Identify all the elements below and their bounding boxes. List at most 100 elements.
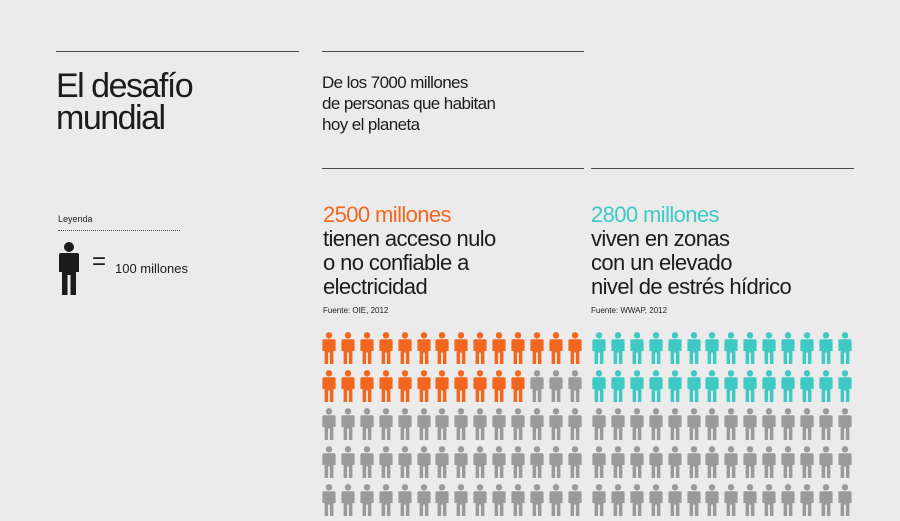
- person-icon-highlighted: [668, 370, 682, 407]
- person-icon: [398, 484, 412, 521]
- person-icon: [398, 446, 412, 483]
- mid-rule-middle: [322, 168, 584, 169]
- person-icon-highlighted: [705, 370, 719, 407]
- person-icon-highlighted: [743, 370, 757, 407]
- stat-water-source: Fuente: WWAP, 2012: [591, 306, 668, 315]
- person-icon-highlighted: [724, 370, 738, 407]
- stat-electricity-source: Fuente: OIE, 2012: [323, 306, 389, 315]
- person-icon: [549, 484, 563, 521]
- person-icon-highlighted: [630, 370, 644, 407]
- person-icon-highlighted: [379, 370, 393, 407]
- legend-value: 100 millones: [115, 261, 188, 276]
- person-icon: [762, 484, 776, 521]
- person-icon-highlighted: [649, 370, 663, 407]
- person-icon: [800, 446, 814, 483]
- person-icon: [58, 242, 80, 301]
- person-icon: [743, 484, 757, 521]
- person-icon-highlighted: [492, 370, 506, 407]
- person-icon-highlighted: [454, 332, 468, 369]
- person-icon: [435, 446, 449, 483]
- person-icon: [568, 408, 582, 445]
- person-icon: [549, 446, 563, 483]
- person-icon-highlighted: [781, 332, 795, 369]
- person-icon-highlighted: [341, 370, 355, 407]
- person-icon: [341, 408, 355, 445]
- intro-text: De los 7000 millones de personas que hab…: [322, 73, 496, 134]
- person-icon-highlighted: [705, 332, 719, 369]
- person-icon: [398, 408, 412, 445]
- person-icon-highlighted: [398, 332, 412, 369]
- person-icon-highlighted: [762, 332, 776, 369]
- person-icon-highlighted: [417, 332, 431, 369]
- person-icon: [611, 484, 625, 521]
- person-icon-highlighted: [819, 332, 833, 369]
- person-icon-highlighted: [800, 370, 814, 407]
- person-icon: [819, 484, 833, 521]
- person-icon: [360, 408, 374, 445]
- person-icon: [379, 408, 393, 445]
- person-icon-highlighted: [322, 332, 336, 369]
- person-icon-highlighted: [454, 370, 468, 407]
- person-icon: [705, 484, 719, 521]
- person-icon: [592, 446, 606, 483]
- person-icon-highlighted: [592, 332, 606, 369]
- person-icon: [649, 446, 663, 483]
- person-icon: [530, 446, 544, 483]
- person-icon: [322, 408, 336, 445]
- person-icon-highlighted: [724, 332, 738, 369]
- stat-water-description: viven en zonas con un elevado nivel de e…: [591, 226, 792, 299]
- person-icon: [781, 484, 795, 521]
- person-icon: [743, 408, 757, 445]
- person-icon: [511, 484, 525, 521]
- person-icon: [473, 446, 487, 483]
- person-icon: [530, 484, 544, 521]
- person-icon-highlighted: [341, 332, 355, 369]
- top-rule-middle: [322, 51, 584, 52]
- person-icon: [838, 484, 852, 521]
- person-icon-highlighted: [668, 332, 682, 369]
- person-icon: [417, 408, 431, 445]
- person-icon: [454, 446, 468, 483]
- person-icon: [781, 408, 795, 445]
- person-icon: [630, 446, 644, 483]
- person-icon: [568, 484, 582, 521]
- legend-equals: =: [92, 248, 107, 275]
- person-icon: [379, 446, 393, 483]
- person-icon: [417, 446, 431, 483]
- person-icon: [568, 370, 582, 407]
- person-icon: [473, 484, 487, 521]
- person-icon: [781, 446, 795, 483]
- person-icon-highlighted: [649, 332, 663, 369]
- person-icon: [668, 484, 682, 521]
- person-icon-highlighted: [549, 332, 563, 369]
- person-icon: [454, 484, 468, 521]
- person-icon: [705, 446, 719, 483]
- person-icon-highlighted: [687, 332, 701, 369]
- person-icon-highlighted: [492, 332, 506, 369]
- person-icon-highlighted: [568, 332, 582, 369]
- person-icon: [360, 484, 374, 521]
- person-icon: [322, 446, 336, 483]
- person-icon-highlighted: [473, 370, 487, 407]
- person-icon: [705, 408, 719, 445]
- person-icon-highlighted: [379, 332, 393, 369]
- person-icon-highlighted: [530, 332, 544, 369]
- person-icon: [724, 408, 738, 445]
- person-icon: [454, 408, 468, 445]
- person-icon: [511, 446, 525, 483]
- person-icon: [341, 446, 355, 483]
- person-icon: [568, 446, 582, 483]
- person-icon-highlighted: [687, 370, 701, 407]
- person-icon: [379, 484, 393, 521]
- person-icon: [592, 484, 606, 521]
- person-icon-highlighted: [781, 370, 795, 407]
- page-title: El desafío mundial: [56, 67, 194, 137]
- stat-electricity: 2500 millones tienen acceso nulo o no co…: [323, 203, 496, 299]
- person-icon-highlighted: [398, 370, 412, 407]
- top-rule-left: [56, 51, 299, 52]
- person-icon: [649, 484, 663, 521]
- person-icon: [687, 484, 701, 521]
- stat-water: 2800 millones viven en zonas con un elev…: [591, 203, 792, 299]
- person-icon: [611, 408, 625, 445]
- person-icon: [687, 446, 701, 483]
